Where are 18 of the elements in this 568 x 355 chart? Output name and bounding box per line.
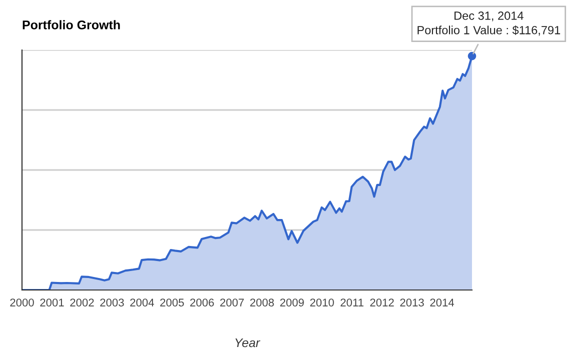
x-tick-label: 2003 xyxy=(100,298,124,306)
x-tick-label: 2000 xyxy=(10,298,34,306)
x-tick-label: 2002 xyxy=(70,298,94,306)
x-tick-label: 2010 xyxy=(310,298,334,306)
x-tick-label: 2005 xyxy=(160,298,184,306)
x-tick-label: 2009 xyxy=(280,298,304,306)
x-axis-title: Year xyxy=(235,338,260,348)
x-tick-label: 2011 xyxy=(340,298,364,306)
x-tick-label: 2014 xyxy=(430,298,454,306)
x-tick-label: 2012 xyxy=(370,298,394,306)
x-tick-label: 2001 xyxy=(40,298,64,306)
x-tick-label: 2007 xyxy=(220,298,244,306)
chart-title: Portfolio Growth xyxy=(22,20,120,30)
x-tick-label: 2006 xyxy=(190,298,214,306)
x-tick-label: 2008 xyxy=(250,298,274,306)
annotation: Dec 31, 2014 Portfolio 1 Value : $116,791 xyxy=(418,12,560,36)
x-tick-label: 2004 xyxy=(130,298,154,306)
x-tick-label: 2013 xyxy=(400,298,424,306)
